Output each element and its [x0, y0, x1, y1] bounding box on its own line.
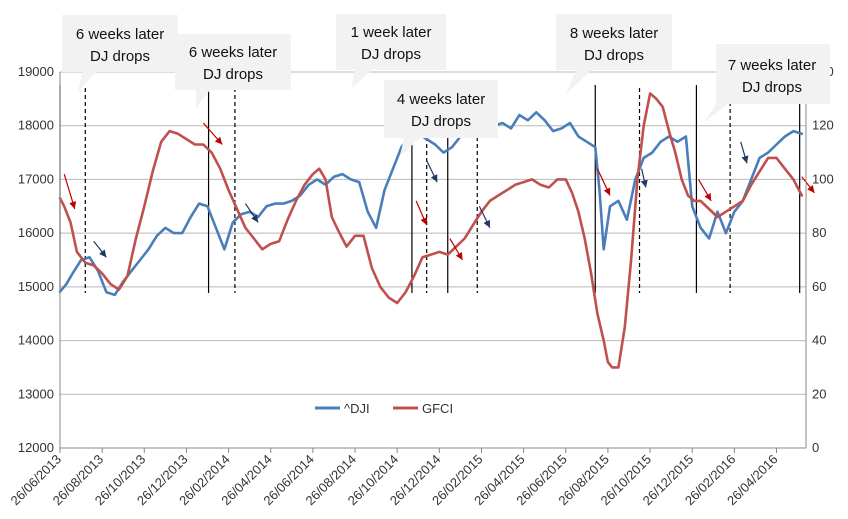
- red-arrow: [801, 176, 815, 194]
- left-tick-label: 12000: [18, 440, 54, 455]
- callout-1: 6 weeks later DJ drops: [62, 15, 178, 92]
- left-axis: 12000 13000 14000 15000 16000 17000 18000 19000: [18, 64, 61, 455]
- series-line-gfci: [58, 92, 804, 369]
- red-arrow: [596, 168, 611, 196]
- right-tick-label: 60: [812, 279, 826, 294]
- red-arrow: [63, 173, 77, 210]
- red-arrow: [449, 238, 464, 261]
- red-arrow: [415, 200, 428, 226]
- right-tick-label: 120: [812, 118, 834, 133]
- blue-arrow: [93, 240, 107, 258]
- callout-6: 7 weeks later DJ drops: [704, 44, 830, 122]
- left-tick-label: 18000: [18, 118, 54, 133]
- blue-arrow: [244, 203, 259, 223]
- callout-5-line2: DJ drops: [584, 47, 644, 64]
- red-arrow: [202, 122, 223, 145]
- left-tick-label: 15000: [18, 279, 54, 294]
- legend: ^DJI GFCI: [315, 401, 453, 416]
- callout-6-line2: DJ drops: [742, 79, 802, 96]
- callout-2-line1: 6 weeks later: [189, 44, 277, 61]
- callout-5-line1: 8 weeks later: [570, 25, 658, 42]
- right-tick-label: 0: [812, 440, 819, 455]
- callout-6-line1: 7 weeks later: [728, 57, 816, 74]
- callout-5-box: [556, 14, 672, 94]
- blue-arrow: [426, 160, 438, 183]
- series-line-dji: [58, 111, 804, 297]
- callout-3-line2: DJ drops: [361, 46, 421, 63]
- right-tick-label: 40: [812, 333, 826, 348]
- arrows-group: [63, 122, 815, 261]
- series-group: [58, 92, 804, 369]
- callout-2-box: [175, 34, 291, 108]
- callout-1-box: [62, 15, 178, 92]
- legend-gfci-label: GFCI: [422, 401, 453, 416]
- callout-2: 6 weeks later DJ drops: [175, 34, 291, 108]
- callout-4-box: [384, 80, 498, 156]
- right-tick-label: 80: [812, 225, 826, 240]
- left-tick-label: 17000: [18, 171, 54, 186]
- blue-arrow: [640, 168, 648, 188]
- callout-2-line2: DJ drops: [203, 66, 263, 83]
- callout-3-line1: 1 week later: [351, 24, 432, 41]
- callout-3: 1 week later DJ drops: [336, 14, 446, 88]
- callout-3-box: [336, 14, 446, 88]
- red-arrow: [698, 179, 712, 202]
- callout-4: 4 weeks later DJ drops: [384, 80, 498, 156]
- callout-4-line1: 4 weeks later: [397, 91, 485, 108]
- right-tick-label: 100: [812, 171, 834, 186]
- callout-5: 8 weeks later DJ drops: [556, 14, 672, 94]
- left-tick-label: 14000: [18, 333, 54, 348]
- callout-6-box: [704, 44, 830, 122]
- blue-arrow: [478, 206, 491, 229]
- callout-4-line2: DJ drops: [411, 113, 471, 130]
- left-tick-label: 16000: [18, 225, 54, 240]
- left-tick-label: 19000: [18, 64, 54, 79]
- right-tick-label: 20: [812, 386, 826, 401]
- callouts: 6 weeks later DJ drops 6 weeks later DJ …: [62, 14, 830, 156]
- left-tick-label: 13000: [18, 386, 54, 401]
- blue-arrow: [740, 141, 749, 164]
- callout-1-line1: 6 weeks later: [76, 26, 164, 43]
- callout-1-line2: DJ drops: [90, 48, 150, 65]
- legend-dji-label: ^DJI: [344, 401, 370, 416]
